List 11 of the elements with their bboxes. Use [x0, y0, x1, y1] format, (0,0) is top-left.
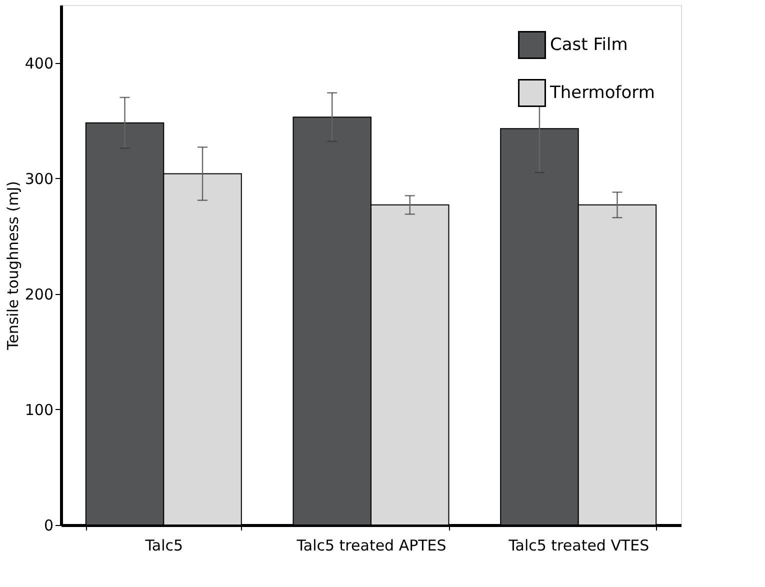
y-tick-label: 100: [24, 400, 54, 419]
y-axis-title: Tensile toughness (mJ): [4, 181, 22, 351]
y-tick-label: 0: [44, 516, 54, 534]
legend-label: Thermoform: [549, 83, 655, 103]
x-tick-label: Talc5 treated APTES: [296, 536, 446, 554]
y-tick-label: 300: [24, 170, 54, 188]
x-tick-label: Talc5 treated VTES: [508, 536, 650, 554]
x-tick-label: Talc5: [144, 536, 184, 554]
y-tick-label: 400: [24, 54, 54, 72]
y-tick-label: 200: [24, 285, 54, 304]
legend-label: Cast Film: [550, 35, 628, 55]
